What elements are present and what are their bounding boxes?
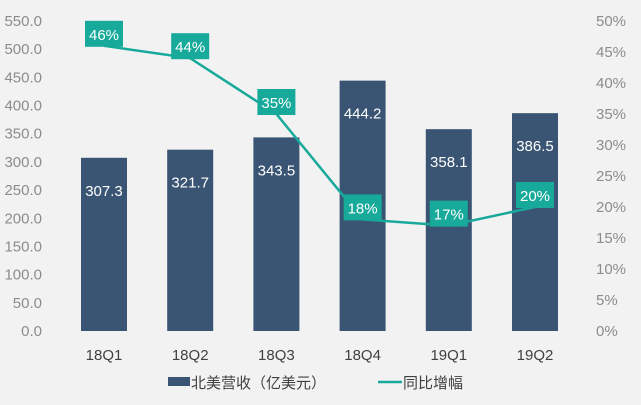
- bar-data-label: 358.1: [430, 154, 468, 171]
- x-axis-tick: 18Q3: [258, 347, 295, 364]
- line-label-box: [429, 200, 468, 227]
- left-axis-tick: 400.0: [4, 98, 42, 115]
- bar: [167, 149, 214, 331]
- right-axis-tick: 15%: [596, 230, 626, 247]
- legend-bar-swatch: [168, 377, 190, 386]
- right-axis-tick: 45%: [596, 44, 626, 61]
- bar: [81, 157, 127, 331]
- legend-bar-label: 北美营收（亿美元）: [191, 375, 326, 392]
- bar-data-label: 386.5: [516, 138, 554, 155]
- x-axis-tick: 19Q2: [517, 347, 554, 364]
- line-data-label: 35%: [261, 95, 291, 112]
- line-data-label: 20%: [520, 188, 550, 205]
- right-axis-tick: 40%: [596, 75, 626, 92]
- right-axis-tick: 10%: [596, 261, 626, 278]
- left-axis-tick: 0.0: [21, 323, 42, 340]
- right-axis-tick: 30%: [596, 137, 626, 154]
- left-axis-tick: 500.0: [4, 41, 42, 58]
- bar: [512, 113, 558, 332]
- left-axis-tick: 450.0: [4, 69, 42, 86]
- right-axis-tick: 50%: [596, 13, 626, 30]
- line-label-box: [257, 89, 296, 115]
- left-axis-tick: 300.0: [4, 154, 42, 171]
- x-axis-tick: 18Q1: [86, 347, 123, 364]
- x-axis-tick: 19Q1: [430, 347, 467, 364]
- line-data-label: 44%: [175, 39, 205, 56]
- line-label-box: [171, 33, 210, 60]
- right-axis-tick: 20%: [596, 199, 626, 216]
- left-axis-tick: 200.0: [4, 210, 42, 227]
- left-axis-tick: 550.0: [4, 13, 42, 30]
- line-label-box: [516, 182, 554, 208]
- left-axis-tick: 50.0: [13, 295, 42, 312]
- left-axis-tick: 150.0: [4, 238, 42, 255]
- bar: [425, 129, 472, 331]
- bar-data-label: 444.2: [344, 106, 382, 123]
- left-axis-tick: 250.0: [4, 182, 42, 199]
- bar: [253, 137, 300, 331]
- legend-line-label: 同比增幅: [403, 375, 463, 392]
- line-label-box: [343, 194, 382, 221]
- line-label-box: [85, 20, 123, 47]
- right-axis-tick: 0%: [596, 323, 618, 340]
- x-axis-tick: 18Q2: [172, 347, 209, 364]
- bar-data-label: 307.3: [85, 183, 123, 200]
- line-data-label: 18%: [348, 200, 378, 217]
- right-axis-tick: 5%: [596, 292, 618, 309]
- left-axis-tick: 100.0: [4, 267, 42, 284]
- left-axis-tick: 350.0: [4, 126, 42, 143]
- bar-data-label: 321.7: [171, 175, 209, 192]
- bar-data-label: 343.5: [258, 162, 296, 179]
- x-axis-tick: 18Q4: [344, 347, 381, 364]
- line-data-label: 46%: [89, 27, 119, 44]
- right-axis-tick: 35%: [596, 106, 626, 123]
- line-data-label: 17%: [434, 207, 464, 224]
- right-axis-tick: 25%: [596, 168, 626, 185]
